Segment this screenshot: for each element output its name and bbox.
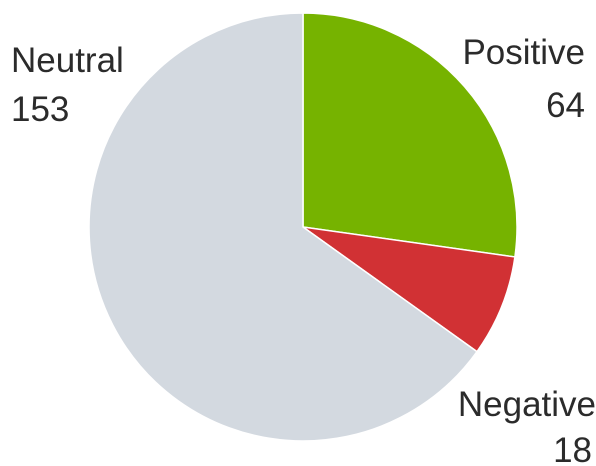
- label-neutral-name: Neutral: [11, 41, 124, 80]
- label-negative-value: 18: [553, 431, 592, 466]
- slice-neutral: [88, 12, 478, 442]
- label-negative-name: Negative: [458, 385, 596, 424]
- label-positive-value: 64: [546, 86, 585, 125]
- label-neutral-value: 153: [11, 90, 69, 129]
- slice-negative: [302, 226, 516, 353]
- slice-positive: [302, 12, 518, 258]
- pie-slices: [88, 12, 518, 442]
- label-positive-name: Positive: [462, 33, 585, 72]
